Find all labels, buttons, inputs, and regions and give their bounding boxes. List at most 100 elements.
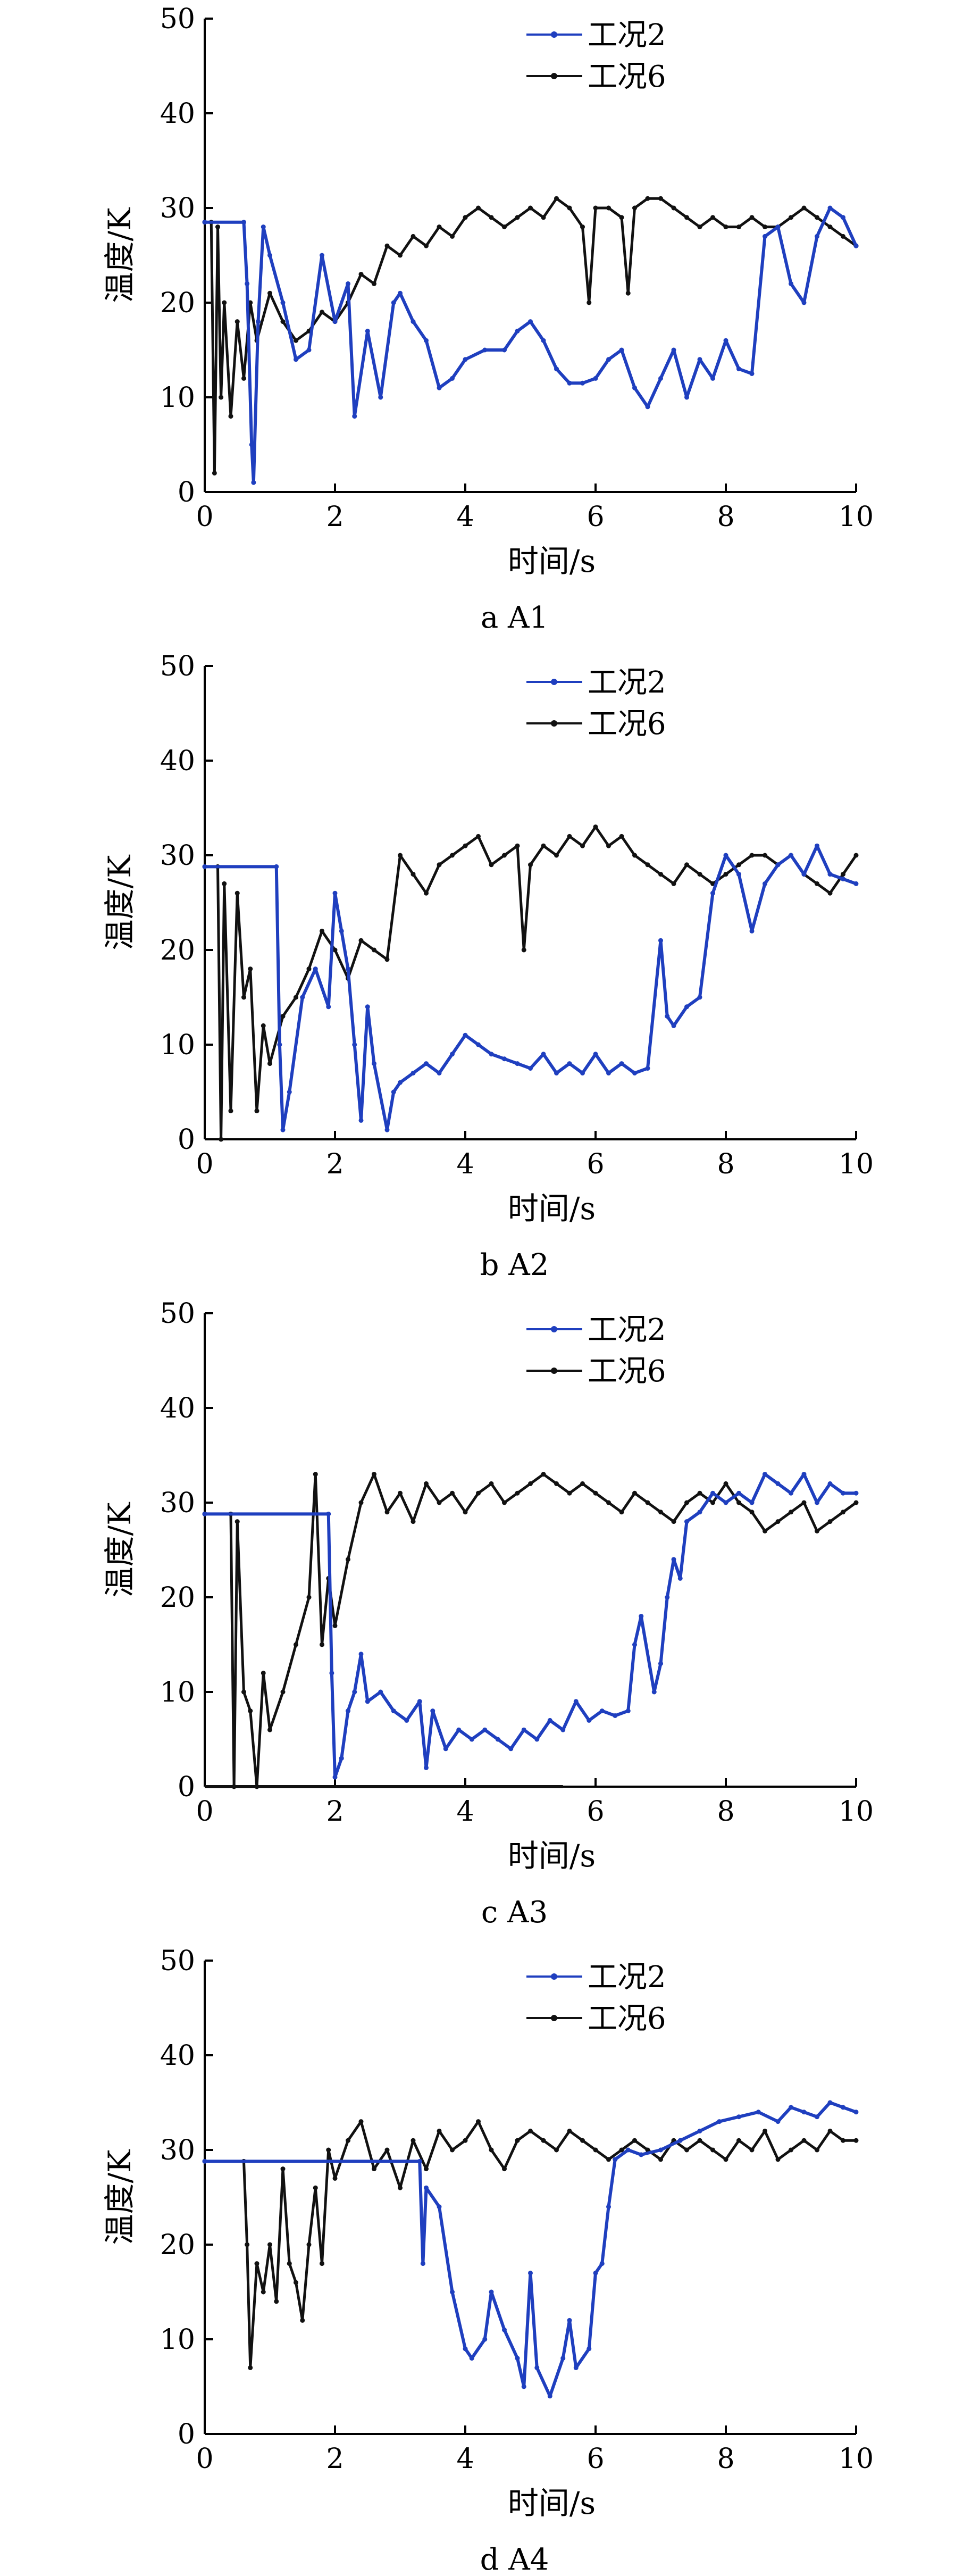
data-point [332,1774,338,1780]
data-point [424,2185,429,2190]
series-line [205,206,858,485]
data-point [587,300,592,305]
data-point [528,1066,533,1071]
data-point [658,1661,663,1666]
x-tick-label: 6 [587,501,604,533]
data-point [255,319,261,324]
data-point [476,205,481,211]
x-tick-label: 10 [839,2443,874,2475]
data-point [593,1052,598,1057]
data-point [482,1727,488,1732]
data-point [710,1500,715,1505]
data-point [684,395,689,400]
data-point [710,890,715,896]
data-point [424,338,429,343]
legend-label: 工况6 [588,2002,666,2036]
data-point [372,1472,376,1477]
data-point [827,890,833,896]
data-point [541,843,546,848]
data-point [613,2157,618,2162]
data-point [677,2138,683,2143]
y-axis-label: 温度/K [102,2149,138,2245]
data-point [567,833,572,839]
data-point [424,2166,429,2172]
data-point [528,862,533,868]
x-axis-label: 时间/s [508,2485,596,2521]
data-point [280,319,286,324]
data-point [528,1481,533,1486]
data-point [841,872,845,877]
data-point [372,281,376,286]
data-point [463,1510,468,1515]
data-point [365,1699,370,1704]
data-point [424,243,429,248]
data-point [219,1137,224,1142]
data-point [775,224,781,230]
data-point [841,877,845,881]
data-point [378,1689,383,1695]
data-point [658,376,663,381]
data-point [841,2138,845,2143]
data-point [853,853,859,858]
data-point [658,196,663,201]
data-point [801,2110,807,2115]
data-point [365,328,370,334]
data-point [815,843,819,848]
data-point [251,480,256,485]
data-point [554,1481,559,1486]
data-point [632,1070,637,1076]
data-point [593,2147,598,2153]
panel-caption: c A3 [481,1895,548,1930]
x-tick-label: 2 [326,1148,344,1180]
data-point [606,1500,611,1505]
data-point [723,2157,728,2162]
data-point [789,215,793,220]
data-point [567,1490,572,1496]
data-point [789,1490,793,1496]
data-point [411,234,416,239]
data-point [313,966,318,972]
data-point [234,1519,240,1524]
data-point [658,2147,663,2153]
data-point [267,290,272,296]
data-point [736,872,741,877]
data-point [632,205,637,211]
data-point [300,2317,305,2323]
data-point [736,1490,741,1496]
data-point [541,338,546,343]
data-point [450,1490,455,1496]
data-point [645,1500,650,1505]
data-point [710,2147,715,2153]
data-point [267,253,272,258]
data-point [528,319,533,324]
data-point [267,1061,272,1066]
data-point [463,215,468,220]
data-point [234,890,240,896]
data-point [736,366,741,372]
data-point [437,862,442,868]
data-point [489,215,494,220]
legend-marker [551,31,557,38]
data-point [723,224,728,230]
data-point [411,1070,416,1076]
data-point [775,2119,781,2124]
data-point [697,224,702,230]
data-point [248,1708,253,1714]
data-point [248,966,253,972]
data-point [450,853,455,858]
data-point [261,1670,266,1675]
data-point [202,864,207,869]
data-point [241,376,246,381]
data-point [515,328,520,334]
data-point [502,1500,507,1505]
data-point [515,215,520,220]
data-point [306,1595,312,1600]
data-point [332,890,338,896]
chart-panel-3: 0 10 20 30 40 50 0 2 4 6 8 10 时间/s 温度/K c A3 工况2 工况6 [102,1298,874,1930]
data-point [372,2166,376,2172]
data-point [593,376,598,381]
data-point [815,2114,819,2120]
legend-label: 工况6 [588,707,666,741]
data-point [541,1052,546,1057]
data-point [632,2138,637,2143]
